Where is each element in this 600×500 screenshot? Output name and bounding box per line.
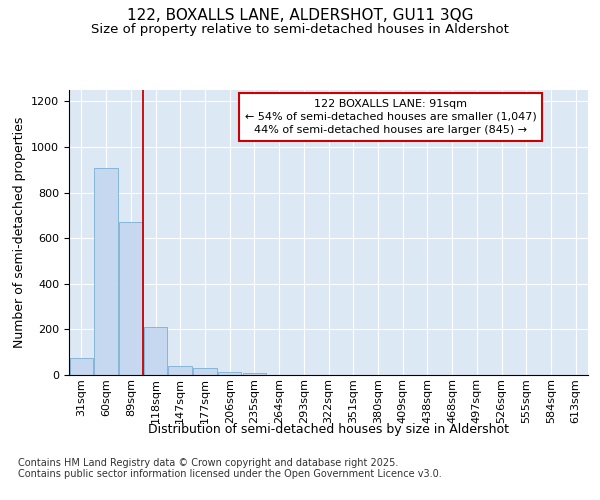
Text: 122, BOXALLS LANE, ALDERSHOT, GU11 3QG: 122, BOXALLS LANE, ALDERSHOT, GU11 3QG [127,8,473,22]
Bar [218,372,241,375]
Bar [70,358,93,375]
Text: Distribution of semi-detached houses by size in Aldershot: Distribution of semi-detached houses by … [148,422,509,436]
Bar [144,327,167,375]
Bar [193,368,217,375]
Bar [119,222,143,375]
Bar [94,168,118,375]
Text: 122 BOXALLS LANE: 91sqm
← 54% of semi-detached houses are smaller (1,047)
44% of: 122 BOXALLS LANE: 91sqm ← 54% of semi-de… [245,98,536,135]
Bar [169,366,192,375]
Bar [242,372,266,375]
Y-axis label: Number of semi-detached properties: Number of semi-detached properties [13,117,26,348]
Text: Size of property relative to semi-detached houses in Aldershot: Size of property relative to semi-detach… [91,22,509,36]
Text: Contains HM Land Registry data © Crown copyright and database right 2025.
Contai: Contains HM Land Registry data © Crown c… [18,458,442,479]
